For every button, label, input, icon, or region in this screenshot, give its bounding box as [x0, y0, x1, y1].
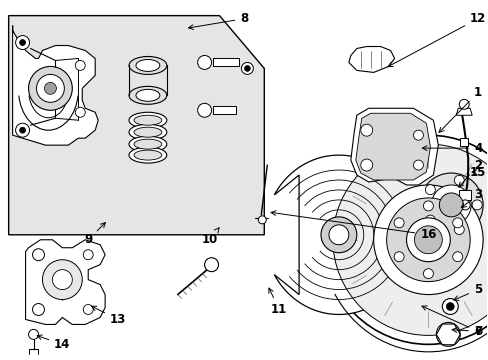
Text: 10: 10	[201, 228, 219, 246]
Text: 11: 11	[268, 288, 287, 316]
Circle shape	[423, 201, 432, 211]
Circle shape	[42, 260, 82, 300]
Circle shape	[244, 66, 250, 71]
Circle shape	[328, 225, 348, 245]
Circle shape	[442, 298, 457, 315]
Circle shape	[438, 193, 462, 217]
Polygon shape	[350, 108, 437, 185]
Ellipse shape	[136, 59, 160, 71]
Circle shape	[458, 99, 468, 109]
Circle shape	[28, 329, 39, 339]
Ellipse shape	[134, 150, 162, 160]
Ellipse shape	[129, 147, 166, 163]
Circle shape	[258, 216, 266, 224]
Circle shape	[453, 175, 463, 185]
Ellipse shape	[129, 86, 166, 104]
Text: 14: 14	[37, 335, 70, 351]
Polygon shape	[455, 108, 471, 115]
Circle shape	[360, 124, 372, 136]
Polygon shape	[435, 324, 459, 345]
Polygon shape	[348, 46, 394, 72]
Polygon shape	[274, 155, 413, 315]
Text: 7: 7	[421, 306, 481, 338]
Polygon shape	[9, 15, 264, 235]
Circle shape	[360, 159, 372, 171]
Circle shape	[393, 252, 403, 262]
Polygon shape	[212, 58, 239, 67]
Circle shape	[406, 218, 449, 262]
Circle shape	[33, 303, 44, 315]
Circle shape	[204, 258, 218, 272]
Circle shape	[386, 198, 469, 282]
Circle shape	[16, 123, 29, 137]
Text: 15: 15	[469, 166, 486, 179]
Polygon shape	[459, 138, 467, 146]
Circle shape	[423, 269, 432, 279]
Ellipse shape	[136, 89, 160, 101]
Circle shape	[37, 75, 64, 102]
Circle shape	[452, 218, 462, 228]
Text: 4: 4	[422, 141, 481, 155]
Text: 13: 13	[91, 306, 126, 326]
Circle shape	[332, 144, 488, 336]
Circle shape	[28, 67, 72, 110]
Circle shape	[393, 218, 403, 228]
Circle shape	[453, 225, 463, 234]
Text: 5: 5	[453, 283, 481, 300]
Ellipse shape	[134, 139, 162, 149]
Text: 2: 2	[458, 158, 481, 187]
Circle shape	[241, 62, 253, 75]
Circle shape	[75, 60, 85, 71]
Circle shape	[197, 103, 211, 117]
Circle shape	[20, 127, 25, 133]
Circle shape	[413, 130, 423, 140]
Polygon shape	[13, 26, 98, 145]
Circle shape	[408, 163, 488, 247]
Ellipse shape	[129, 57, 166, 75]
Circle shape	[197, 55, 211, 69]
Circle shape	[430, 185, 470, 225]
Circle shape	[425, 185, 434, 195]
Text: 6: 6	[451, 325, 481, 338]
Text: 16: 16	[270, 211, 436, 241]
Circle shape	[16, 36, 29, 50]
Polygon shape	[212, 106, 236, 114]
Circle shape	[446, 302, 453, 310]
Circle shape	[324, 135, 488, 345]
Circle shape	[373, 185, 482, 294]
Ellipse shape	[129, 136, 166, 152]
Circle shape	[83, 250, 93, 260]
Circle shape	[320, 217, 356, 253]
Polygon shape	[355, 113, 429, 180]
Ellipse shape	[134, 127, 162, 137]
Ellipse shape	[129, 112, 166, 128]
Circle shape	[435, 323, 459, 346]
Ellipse shape	[134, 115, 162, 125]
Circle shape	[83, 305, 93, 315]
Circle shape	[471, 200, 481, 210]
Polygon shape	[458, 190, 470, 200]
Circle shape	[75, 107, 85, 117]
Circle shape	[452, 252, 462, 262]
Circle shape	[20, 40, 25, 45]
Circle shape	[413, 160, 423, 170]
Text: 8: 8	[188, 12, 248, 30]
Circle shape	[459, 200, 469, 210]
Text: 1: 1	[438, 86, 481, 132]
Text: 3: 3	[460, 188, 481, 208]
Circle shape	[52, 270, 72, 289]
Circle shape	[44, 82, 56, 94]
Circle shape	[419, 173, 482, 237]
Polygon shape	[25, 240, 105, 324]
Ellipse shape	[129, 124, 166, 140]
Circle shape	[33, 249, 44, 261]
Circle shape	[414, 226, 442, 254]
Text: 9: 9	[84, 222, 105, 246]
Text: 12: 12	[387, 12, 485, 67]
Circle shape	[425, 215, 434, 225]
